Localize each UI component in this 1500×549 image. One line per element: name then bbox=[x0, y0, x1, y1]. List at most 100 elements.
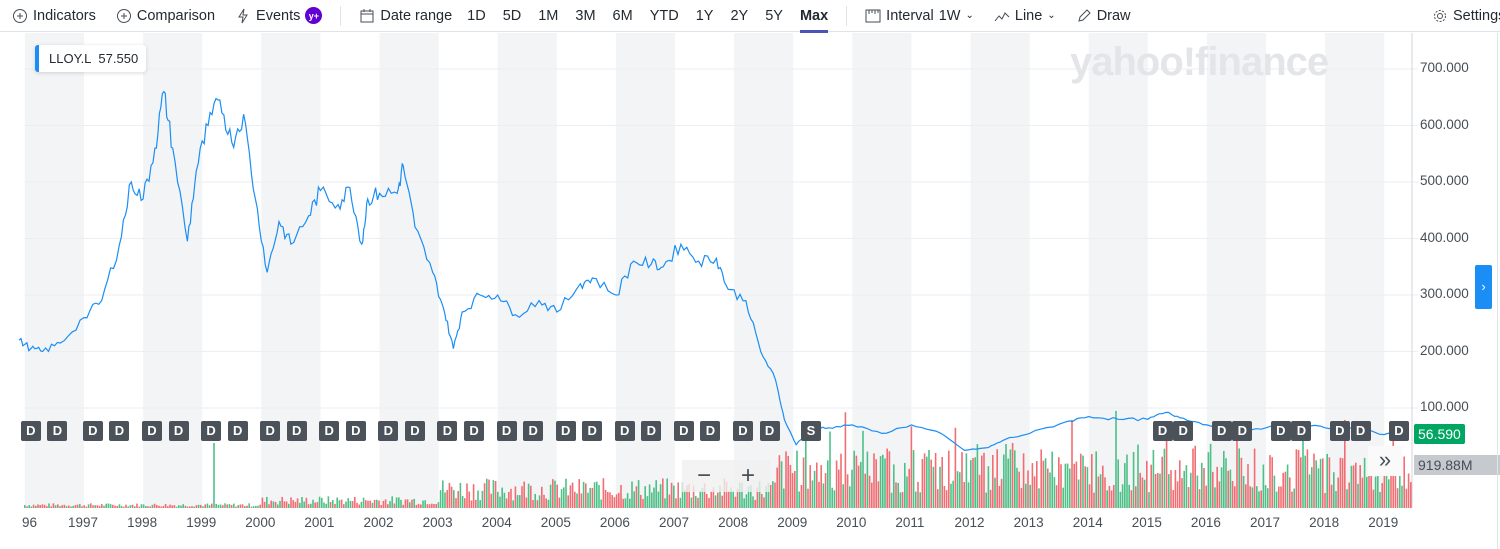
events-button[interactable]: Events y+ bbox=[235, 7, 323, 24]
y-tick-label: 400.000 bbox=[1420, 229, 1469, 245]
dividend-event-marker[interactable]: D bbox=[523, 421, 544, 441]
volume-bar bbox=[1352, 465, 1355, 508]
dividend-event-marker[interactable]: D bbox=[641, 421, 662, 441]
volume-bar bbox=[521, 486, 523, 508]
split-event-marker[interactable]: S bbox=[800, 421, 821, 441]
dividend-event-marker[interactable]: D bbox=[1211, 421, 1232, 441]
chart-type-select[interactable]: Line ⌄ bbox=[994, 8, 1056, 24]
volume-bar bbox=[349, 500, 352, 508]
range-1d[interactable]: 1D bbox=[467, 7, 486, 24]
dividend-event-marker[interactable]: D bbox=[700, 421, 721, 441]
volume-bar bbox=[431, 503, 433, 508]
dividend-event-marker[interactable]: D bbox=[82, 421, 103, 441]
dividend-event-marker[interactable]: D bbox=[555, 421, 576, 441]
range-1y[interactable]: 1Y bbox=[695, 7, 714, 24]
volume-bar bbox=[983, 452, 985, 508]
dividend-event-marker[interactable]: D bbox=[378, 421, 399, 441]
settings-button[interactable]: Settings bbox=[1432, 8, 1500, 24]
volume-bar bbox=[224, 503, 226, 508]
dividend-event-marker[interactable]: D bbox=[464, 421, 485, 441]
volume-bar bbox=[175, 506, 178, 508]
dividend-event-marker[interactable]: D bbox=[673, 421, 694, 441]
range-ytd[interactable]: YTD bbox=[649, 7, 679, 24]
volume-bar bbox=[811, 480, 814, 508]
symbol-legend[interactable]: LLOY.L 57.550 bbox=[35, 45, 147, 72]
volume-bar bbox=[54, 505, 57, 508]
dividend-event-marker[interactable]: D bbox=[1270, 421, 1291, 441]
dividend-event-marker[interactable]: D bbox=[404, 421, 425, 441]
volume-bar bbox=[853, 450, 855, 508]
volume-bar bbox=[928, 449, 930, 508]
dividend-event-marker[interactable]: D bbox=[1173, 421, 1194, 441]
dividend-event-marker[interactable]: D bbox=[47, 421, 68, 441]
dividend-event-marker[interactable]: D bbox=[20, 421, 41, 441]
zoom-in-button[interactable]: + bbox=[740, 462, 755, 489]
volume-bar bbox=[259, 504, 261, 508]
dividend-event-marker[interactable]: D bbox=[1232, 421, 1253, 441]
volume-bar bbox=[127, 506, 129, 508]
volume-bar bbox=[897, 483, 899, 508]
dividend-event-marker[interactable]: D bbox=[319, 421, 340, 441]
dividend-event-marker[interactable]: D bbox=[345, 421, 366, 441]
volume-bar bbox=[68, 505, 70, 508]
volume-bar bbox=[690, 497, 693, 508]
indicators-button[interactable]: Indicators bbox=[12, 8, 96, 24]
volume-bar bbox=[833, 490, 836, 508]
comparison-button[interactable]: Comparison bbox=[116, 8, 215, 24]
dividend-event-marker[interactable]: D bbox=[260, 421, 281, 441]
volume-bar bbox=[1139, 472, 1141, 508]
volume-bar bbox=[1304, 455, 1306, 508]
range-5y[interactable]: 5Y bbox=[765, 7, 783, 24]
volume-bar bbox=[24, 505, 26, 508]
dividend-event-marker[interactable]: D bbox=[168, 421, 189, 441]
dividend-event-marker[interactable]: D bbox=[437, 421, 458, 441]
volume-bar bbox=[1117, 459, 1119, 508]
volume-bar bbox=[1216, 466, 1218, 508]
dividend-event-marker[interactable]: D bbox=[582, 421, 603, 441]
expand-panel-tab[interactable]: › bbox=[1475, 265, 1492, 309]
dividend-event-marker[interactable]: D bbox=[1329, 421, 1350, 441]
range-6m[interactable]: 6M bbox=[612, 7, 633, 24]
volume-bar bbox=[1020, 488, 1023, 508]
dividend-event-marker[interactable]: D bbox=[109, 421, 130, 441]
chevron-right-icon: › bbox=[1481, 279, 1486, 294]
volume-bar bbox=[325, 503, 327, 508]
volume-bar bbox=[703, 483, 706, 508]
volume-bar bbox=[389, 501, 391, 508]
volume-bar bbox=[1385, 472, 1388, 508]
volume-bar bbox=[455, 498, 457, 508]
dividend-event-marker[interactable]: D bbox=[141, 421, 162, 441]
date-range-button[interactable]: Date range bbox=[359, 8, 452, 24]
scroll-to-latest-button[interactable]: » bbox=[1368, 446, 1402, 476]
range-2y[interactable]: 2Y bbox=[730, 7, 749, 24]
dividend-event-marker[interactable]: D bbox=[1291, 421, 1312, 441]
range-max[interactable]: Max bbox=[799, 7, 829, 33]
volume-bar bbox=[747, 486, 750, 508]
zoom-out-button[interactable]: − bbox=[696, 462, 711, 489]
interval-select[interactable]: Interval 1W ⌄ bbox=[865, 8, 974, 24]
range-3m[interactable]: 3M bbox=[575, 7, 596, 24]
volume-bar bbox=[763, 497, 765, 508]
draw-button[interactable]: Draw bbox=[1076, 8, 1131, 24]
volume-bar bbox=[525, 497, 528, 508]
volume-bar bbox=[301, 497, 303, 508]
volume-bar bbox=[365, 500, 367, 508]
volume-bar bbox=[613, 497, 616, 508]
volume-bar bbox=[171, 505, 173, 508]
dividend-event-marker[interactable]: D bbox=[496, 421, 517, 441]
dividend-event-marker[interactable]: D bbox=[227, 421, 248, 441]
dividend-event-marker[interactable]: D bbox=[759, 421, 780, 441]
dividend-event-marker[interactable]: D bbox=[1388, 421, 1409, 441]
volume-bar bbox=[512, 500, 514, 508]
range-5d[interactable]: 5D bbox=[502, 7, 522, 24]
volume-bar bbox=[1264, 485, 1267, 508]
volume-bar bbox=[453, 490, 455, 508]
dividend-event-marker[interactable]: D bbox=[286, 421, 307, 441]
dividend-event-marker[interactable]: D bbox=[732, 421, 753, 441]
range-1m[interactable]: 1M bbox=[538, 7, 559, 24]
dividend-event-marker[interactable]: D bbox=[614, 421, 635, 441]
dividend-event-marker[interactable]: D bbox=[1350, 421, 1371, 441]
dividend-event-marker[interactable]: D bbox=[201, 421, 222, 441]
dividend-event-marker[interactable]: D bbox=[1152, 421, 1173, 441]
volume-bar bbox=[41, 504, 44, 508]
